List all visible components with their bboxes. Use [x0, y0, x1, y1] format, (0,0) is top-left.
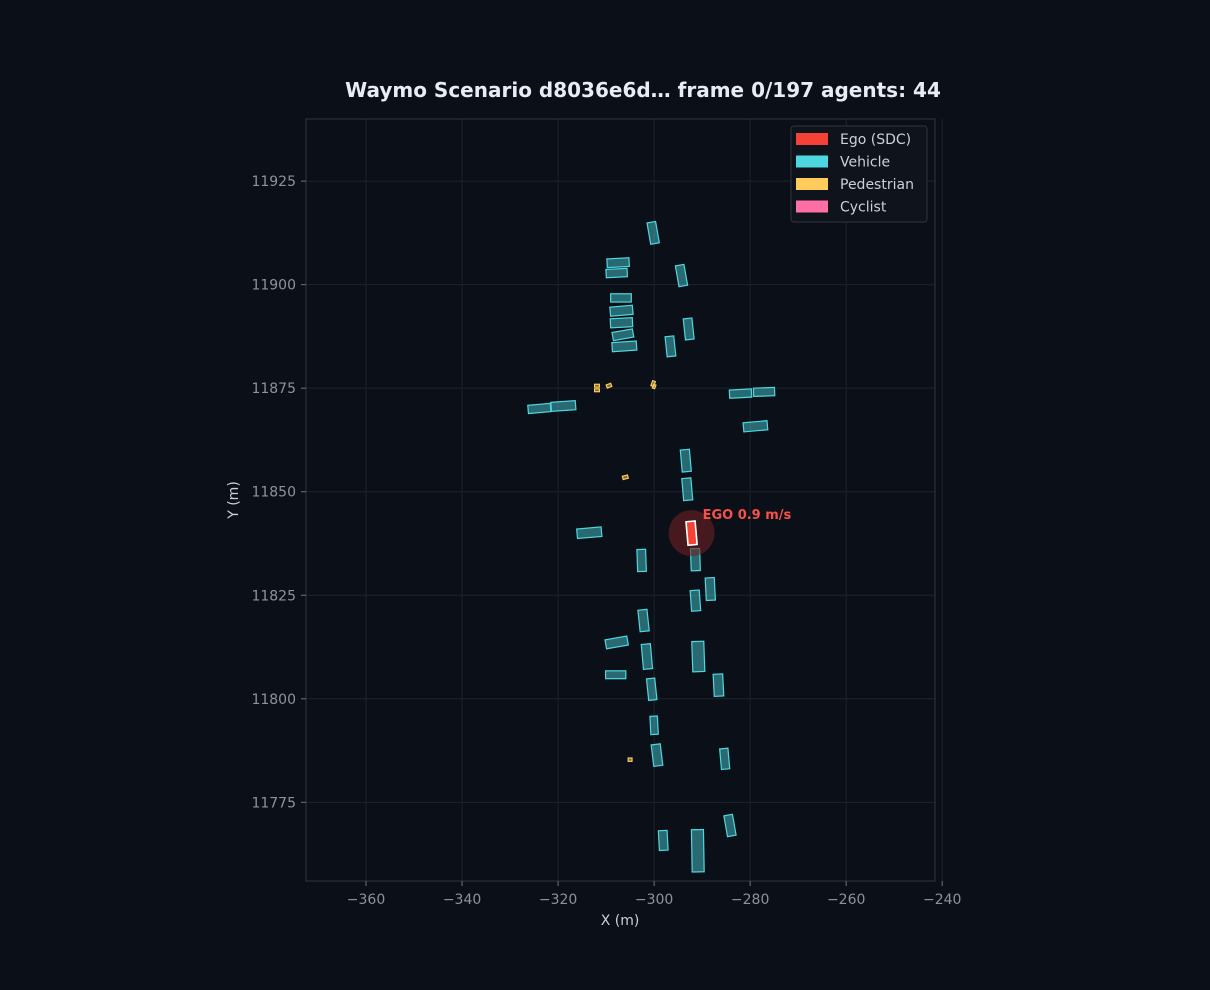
vehicle-agent — [682, 317, 695, 341]
vehicle-agent — [742, 420, 769, 433]
pedestrian-agent — [621, 474, 630, 481]
vehicle-agent — [689, 589, 702, 612]
agents-layer — [527, 220, 776, 873]
legend-label: Pedestrian — [840, 177, 914, 193]
legend-swatch — [796, 133, 828, 145]
vehicle-agent — [649, 715, 659, 736]
x-tick-label: −320 — [539, 892, 577, 908]
vehicle-agent — [650, 743, 664, 768]
vehicle-agent — [690, 828, 705, 873]
ego-layer: EGO 0.9 m/s — [668, 508, 792, 557]
plot-frame — [305, 118, 936, 882]
x-tick-label: −340 — [443, 892, 481, 908]
x-tick-label: −280 — [731, 892, 769, 908]
pedestrian-agent — [593, 388, 600, 393]
vehicle-agent — [640, 643, 654, 671]
y-tick-label: 11775 — [251, 795, 296, 811]
legend-label: Vehicle — [840, 155, 890, 171]
vehicle-agent — [609, 316, 634, 329]
legend-swatch — [796, 178, 828, 190]
vehicle-agent — [712, 673, 725, 698]
y-tick-label: 11825 — [251, 588, 296, 604]
vehicle-agent — [610, 293, 632, 303]
legend-label: Cyclist — [840, 200, 887, 216]
legend-label: Ego (SDC) — [840, 132, 911, 148]
y-axis-ticks: 11775 11800 11825 11850 11875 11900 11925 — [251, 174, 306, 811]
vehicle-agent — [728, 388, 753, 399]
vehicle-agent — [704, 576, 717, 602]
vehicle-agent — [605, 670, 627, 680]
x-tick-label: −360 — [347, 892, 385, 908]
vehicle-agent — [636, 548, 647, 573]
x-axis-ticks: −360 −340 −320 −300 −280 −260 −240 — [347, 881, 961, 908]
vehicle-agent — [664, 335, 677, 358]
pedestrian-agent — [605, 382, 613, 389]
legend-frame — [790, 125, 928, 223]
vehicle-agent — [611, 328, 635, 342]
ego-label: EGO 0.9 m/s — [703, 508, 792, 523]
vehicle-agent — [637, 608, 650, 633]
vehicle-agent — [576, 526, 603, 540]
vehicle-agent — [609, 304, 634, 317]
pedestrian-agent — [651, 383, 657, 390]
vehicle-agent — [605, 267, 629, 279]
y-tick-label: 11925 — [251, 174, 296, 190]
vehicle-agent — [674, 263, 689, 288]
legend-swatch — [796, 155, 828, 168]
y-tick-label: 11800 — [251, 692, 296, 708]
vehicle-agent — [719, 747, 731, 771]
vehicle-agent — [645, 677, 658, 702]
vehicle-agent — [527, 402, 552, 415]
pedestrian-agent — [627, 757, 633, 762]
vehicle-agent — [646, 220, 661, 245]
plot-area: EGO 0.9 m/s — [305, 118, 943, 882]
ego-vehicle — [685, 520, 698, 547]
vehicle-agent — [657, 829, 669, 852]
plot-background — [306, 119, 935, 881]
x-tick-label: −240 — [923, 892, 961, 908]
y-axis-label: Y (m) — [226, 481, 242, 520]
y-tick-label: 11850 — [251, 485, 296, 501]
vehicle-agent — [611, 340, 638, 353]
x-tick-label: −300 — [635, 892, 673, 908]
y-tick-label: 11875 — [251, 381, 296, 397]
x-tick-label: −260 — [827, 892, 865, 908]
vehicle-agent — [723, 813, 737, 838]
vehicle-agent — [691, 640, 706, 673]
vehicle-agent — [681, 477, 694, 502]
vehicle-agent — [752, 386, 776, 398]
y-tick-label: 11900 — [251, 278, 296, 294]
vehicle-agent — [604, 635, 630, 650]
vehicle-agent — [606, 257, 630, 269]
vehicle-agent — [679, 448, 692, 473]
x-axis-label: X (m) — [601, 913, 640, 929]
vehicle-agent — [550, 399, 577, 413]
legend-swatch — [796, 200, 828, 213]
legend: Ego (SDC) Vehicle Pedestrian Cyclist — [790, 125, 928, 223]
pedestrian-agent — [593, 383, 600, 388]
chart-title: Waymo Scenario d8036e6d… frame 0/197 age… — [345, 78, 941, 102]
